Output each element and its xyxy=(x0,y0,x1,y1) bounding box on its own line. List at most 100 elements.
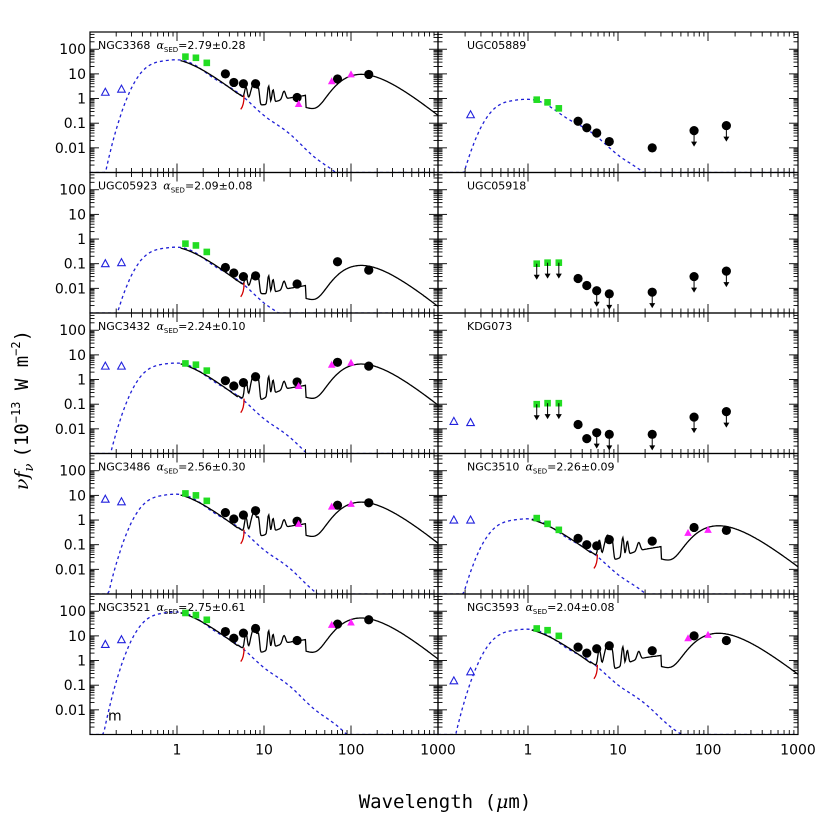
pah-feature-line xyxy=(240,282,245,298)
pah-feature-line xyxy=(240,647,245,662)
model-curves xyxy=(90,611,438,735)
fir-flux-point xyxy=(704,630,712,638)
ir-flux-point xyxy=(229,381,239,391)
y-tick-label: 0.1 xyxy=(64,116,86,132)
ir-flux-point xyxy=(220,262,230,273)
y-tick-label: 0.1 xyxy=(64,397,86,413)
uv-flux-point xyxy=(100,494,111,503)
ir-flux-point xyxy=(689,631,699,641)
ir-flux-point xyxy=(364,361,374,371)
ir-flux-point xyxy=(332,619,343,629)
y-tick-label: 10 xyxy=(68,488,86,504)
panel-grid: 0.01 0.1 1 10 100 NGC3368 αSED=2.79±0.28 UGC058… xyxy=(55,31,799,736)
ir-flux-point xyxy=(220,626,230,637)
x-tick-label: 1000 xyxy=(780,743,816,759)
axis-ticks xyxy=(437,453,799,595)
ir-flux-point xyxy=(604,641,614,651)
y-tick-label: 0.1 xyxy=(64,678,86,694)
ir-flux-point xyxy=(604,136,614,147)
panel-frame xyxy=(89,452,439,595)
x-tick-label: 10 xyxy=(255,743,273,759)
ir-flux-point xyxy=(332,357,343,367)
upper-limit-point xyxy=(689,126,699,147)
fir-flux-point xyxy=(327,77,336,85)
ir-flux-point xyxy=(647,143,657,153)
data-points xyxy=(449,625,731,685)
y-tick-label: 1 xyxy=(77,92,86,108)
upper-limit-point xyxy=(533,400,541,421)
fir-flux-point xyxy=(347,70,355,78)
total-sed-line xyxy=(180,612,438,660)
fir-flux-point xyxy=(684,634,692,642)
nir-flux-point xyxy=(203,59,211,67)
ir-flux-point xyxy=(364,615,374,625)
fir-flux-point xyxy=(294,100,303,108)
ir-flux-point xyxy=(332,74,343,84)
total-sed-line xyxy=(531,629,798,675)
x-tick-label: 1000 xyxy=(420,743,456,759)
ir-flux-point xyxy=(250,623,261,634)
nir-flux-point xyxy=(533,514,541,522)
panel-label: NGC3521 αSED=2.75±0.61 xyxy=(98,601,246,616)
x-tick-label: 10 xyxy=(609,743,627,759)
y-tick-label: 100 xyxy=(59,183,86,199)
upper-limit-point xyxy=(689,412,699,434)
y-tick-label: 10 xyxy=(68,207,86,223)
uv-flux-point xyxy=(116,496,127,506)
uv-flux-point xyxy=(449,416,459,425)
y-tick-label: 1 xyxy=(77,232,86,248)
ir-flux-point xyxy=(721,635,731,646)
sed-panel-kdg073: KDG073 xyxy=(437,312,799,455)
panel-label: UGC05923 αSED=2.09±0.08 xyxy=(98,180,252,195)
panel-frame xyxy=(437,31,799,174)
panel-frame xyxy=(437,593,799,736)
model-curves xyxy=(438,98,798,173)
data-points xyxy=(100,490,374,527)
panel-frame xyxy=(437,312,799,455)
y-tick-label: 0.1 xyxy=(64,538,86,554)
y-tick-label: 0.01 xyxy=(55,422,86,438)
ir-flux-point xyxy=(250,271,261,281)
ir-flux-point xyxy=(604,535,614,545)
uv-flux-point xyxy=(116,360,127,370)
x-tick-label: 100 xyxy=(695,743,722,759)
panel-frame xyxy=(89,171,439,314)
y-axis-label: νfν(10−13 W m−2) xyxy=(9,330,37,490)
ir-flux-point xyxy=(229,268,239,278)
y-tick-label: 10 xyxy=(68,629,86,645)
upper-limit-point xyxy=(555,259,563,279)
uv-flux-point xyxy=(100,360,111,370)
nir-flux-point xyxy=(533,96,541,103)
fir-flux-point xyxy=(347,618,355,626)
ir-flux-point xyxy=(250,506,261,516)
model-curves xyxy=(90,493,438,594)
panel-label: NGC3510 αSED=2.26±0.09 xyxy=(467,461,615,476)
panel-frame xyxy=(89,31,439,174)
upper-limit-point xyxy=(533,260,541,280)
uv-flux-point xyxy=(465,514,476,524)
ir-flux-point xyxy=(721,525,731,535)
axis-ticks xyxy=(437,312,799,454)
total-sed-line xyxy=(180,363,438,406)
nir-flux-point xyxy=(544,99,551,106)
pah-feature-line xyxy=(593,554,599,569)
panel-label: UGC05889 xyxy=(467,39,526,52)
pah-feature-line xyxy=(240,529,245,545)
model-curves xyxy=(90,362,438,454)
uv-flux-point xyxy=(449,514,459,524)
panel-label: KDG073 xyxy=(467,320,512,333)
data-points xyxy=(449,399,731,451)
panel-frame xyxy=(89,312,439,455)
uv-flux-point xyxy=(449,675,459,685)
y-tick-label: 100 xyxy=(59,323,86,339)
ir-flux-point xyxy=(220,69,230,79)
axis-ticks xyxy=(89,312,439,454)
fir-flux-point xyxy=(294,519,303,527)
nir-flux-point xyxy=(182,240,189,247)
nir-flux-point xyxy=(203,248,211,256)
nir-flux-point xyxy=(192,361,200,368)
data-points xyxy=(100,357,374,391)
total-sed-line xyxy=(180,59,438,116)
nir-flux-point xyxy=(192,242,200,249)
fir-flux-point xyxy=(327,502,336,510)
